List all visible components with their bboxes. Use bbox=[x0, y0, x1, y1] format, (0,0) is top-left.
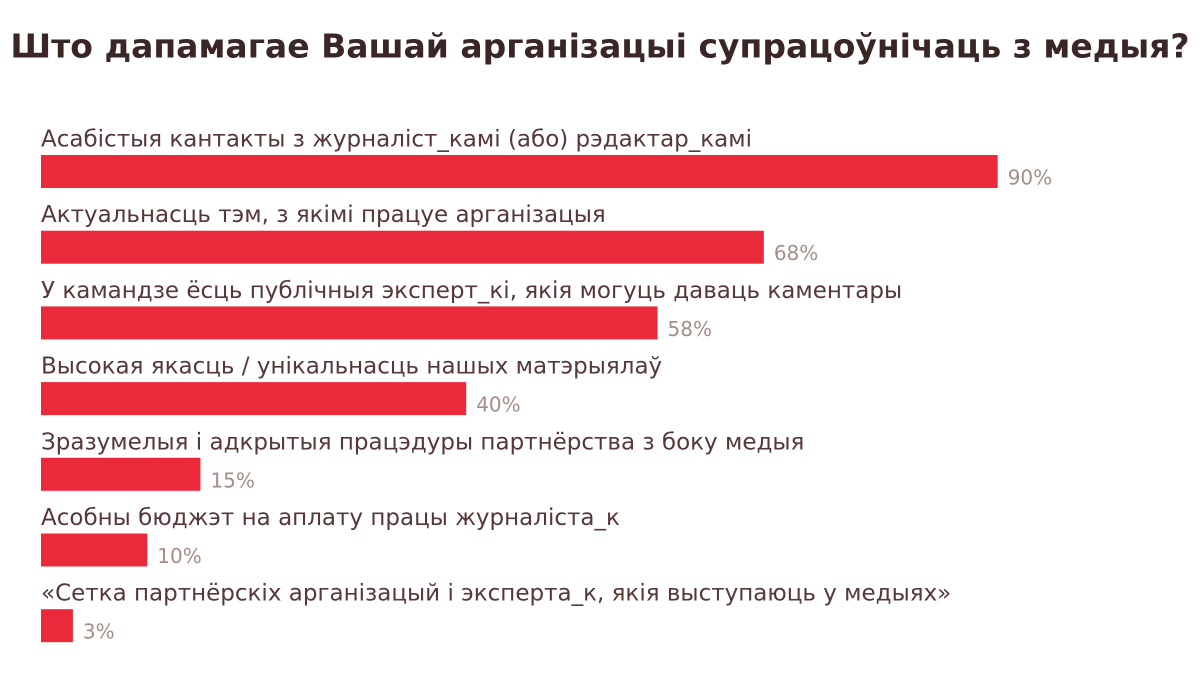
category-label: Асобны бюджэт на аплату працы журналіста… bbox=[41, 505, 620, 531]
category-label: Асабістыя кантакты з журналіст_камі (або… bbox=[41, 127, 752, 153]
bar bbox=[41, 306, 658, 340]
value-label: 58% bbox=[668, 317, 712, 341]
bar bbox=[41, 533, 148, 567]
value-label: 90% bbox=[1008, 166, 1052, 190]
bar bbox=[41, 609, 73, 643]
bar bbox=[41, 230, 764, 264]
value-label: 3% bbox=[83, 620, 115, 644]
bar bbox=[41, 382, 467, 416]
category-label: У камандзе ёсць публічныя эксперт_кі, як… bbox=[41, 278, 902, 304]
category-label: Зразумелыя і адкрытыя працэдуры партнёрс… bbox=[41, 429, 804, 455]
category-label: «Сетка партнёрскіх арганізацый і эксперт… bbox=[41, 581, 951, 607]
value-label: 68% bbox=[774, 241, 818, 265]
bar bbox=[41, 155, 998, 188]
category-label: Высокая якасць / унікальнасць нашых матэ… bbox=[41, 354, 662, 380]
value-label: 15% bbox=[210, 468, 254, 492]
category-label: Актуальнасць тэм, з якімі працуе арганіз… bbox=[41, 202, 606, 228]
chart-title: Што дапамагае Вашай арганізацыі супрацоў… bbox=[10, 27, 1189, 66]
value-label: 40% bbox=[476, 393, 520, 417]
value-label: 10% bbox=[157, 544, 201, 568]
bar bbox=[41, 457, 201, 491]
